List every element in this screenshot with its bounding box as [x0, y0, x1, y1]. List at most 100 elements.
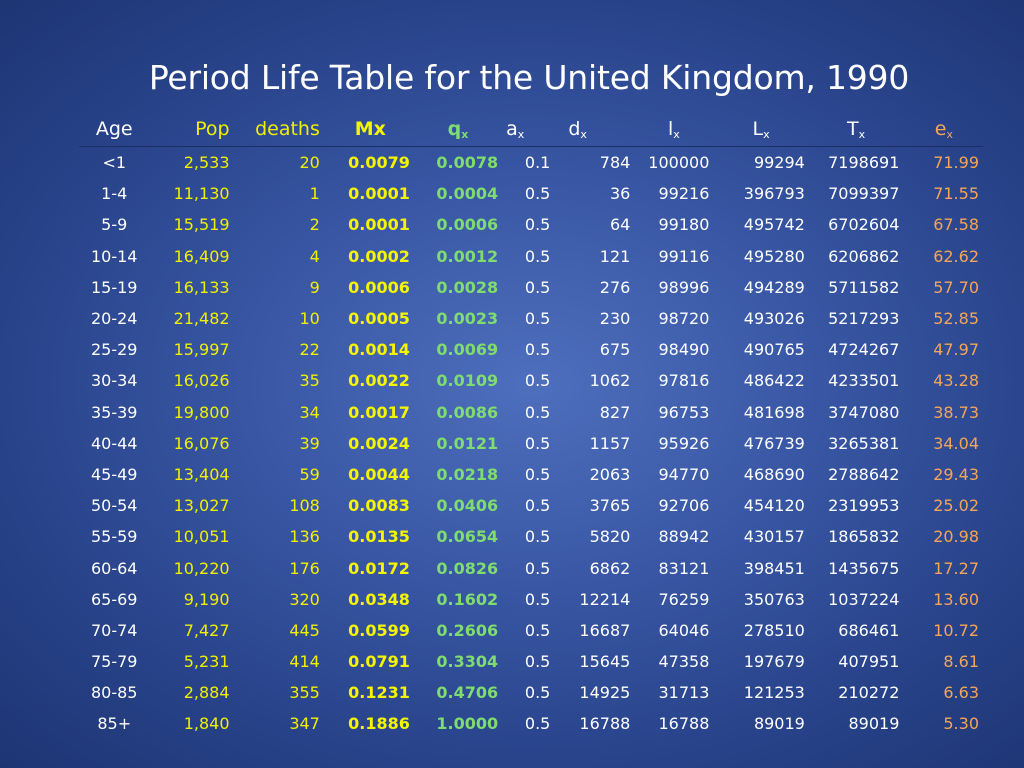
cell-dx: 1062: [589, 371, 631, 391]
cell-Lx-upper: 468690: [743, 464, 805, 484]
table-row: 10-14 16,409 4 0.0002 0.0012 0.5 121 99116 49528…: [79, 241, 983, 272]
cell-ex: 71.99: [933, 153, 979, 173]
header-ax-sub: x: [517, 127, 525, 141]
cell-ax: 0.1: [524, 153, 551, 173]
cell-qx: 0.0028: [436, 277, 499, 297]
cell-age: 60-64: [90, 558, 138, 578]
header-lx: lx: [634, 112, 714, 147]
header-lx-base: l: [667, 117, 674, 140]
slide-title: Period Life Table for the United Kingdom…: [148, 58, 910, 97]
cell-ex: 43.28: [933, 371, 979, 391]
cell-deaths: 10: [299, 309, 320, 329]
cell-deaths: 4: [309, 246, 320, 266]
cell-mx: 0.0005: [348, 309, 410, 329]
cell-ax: 0.5: [524, 714, 551, 734]
cell-Tx: 7099397: [828, 184, 900, 204]
cell-mx: 0.0599: [348, 620, 410, 640]
cell-lx: 98490: [658, 340, 710, 360]
cell-lx: 98996: [658, 277, 710, 297]
table-row: 55-59 10,051 136 0.0135 0.0654 0.5 5820 88942 43…: [79, 521, 983, 552]
header-mx: Mx: [323, 112, 414, 147]
cell-age: 35-39: [90, 402, 138, 422]
cell-qx: 0.2606: [436, 620, 499, 640]
table-row: 40-44 16,076 39 0.0024 0.0121 0.5 1157 95926 476…: [79, 428, 983, 459]
cell-mx: 0.0348: [348, 589, 410, 609]
cell-deaths: 1: [309, 184, 320, 204]
cell-ex: 25.02: [933, 496, 979, 516]
cell-ex: 62.62: [933, 246, 979, 266]
cell-pop: 11,130: [173, 184, 230, 204]
cell-ax: 0.5: [524, 652, 551, 672]
cell-Lx-upper: 396793: [743, 184, 805, 204]
cell-ex: 13.60: [933, 589, 979, 609]
cell-deaths: 59: [299, 464, 320, 484]
cell-pop: 16,026: [173, 371, 230, 391]
cell-Lx-upper: 197679: [743, 652, 805, 672]
cell-age: 1-4: [101, 184, 128, 204]
header-Lx-base: L: [752, 117, 764, 140]
cell-ax: 0.5: [524, 246, 551, 266]
cell-qx: 1.0000: [436, 714, 499, 734]
cell-Tx: 1865832: [828, 527, 900, 547]
cell-age: 45-49: [90, 464, 138, 484]
header-pop: Pop: [149, 112, 234, 147]
cell-deaths: 355: [289, 683, 320, 703]
header-lx-sub: x: [673, 127, 680, 141]
header-qx: qx: [413, 112, 503, 147]
header-dx-base: d: [568, 117, 581, 140]
cell-deaths: 347: [289, 714, 320, 734]
cell-pop: 5,231: [183, 652, 230, 672]
table-row: 50-54 13,027 108 0.0083 0.0406 0.5 3765 92706 45…: [79, 490, 983, 521]
cell-age: 70-74: [90, 620, 138, 640]
cell-pop: 10,051: [173, 527, 230, 547]
cell-deaths: 176: [289, 558, 320, 578]
cell-age: 15-19: [90, 277, 138, 297]
cell-deaths: 35: [299, 371, 320, 391]
cell-ex: 17.27: [933, 558, 979, 578]
cell-dx: 1157: [589, 433, 631, 453]
table-row: 85+ 1,840 347 0.1886 1.0000 0.5 16788 16788 8901…: [79, 708, 983, 739]
cell-deaths: 39: [299, 433, 320, 453]
cell-Lx-upper: 454120: [743, 496, 805, 516]
cell-ex: 6.63: [943, 683, 979, 703]
table-row: 60-64 10,220 176 0.0172 0.0826 0.5 6862 83121 39…: [79, 552, 983, 583]
cell-dx: 5820: [589, 527, 631, 547]
cell-qx: 0.0406: [436, 496, 499, 516]
header-deaths: deaths: [233, 112, 324, 147]
table-row: 75-79 5,231 414 0.0791 0.3304 0.5 15645 47358 19…: [79, 646, 983, 677]
cell-ax: 0.5: [524, 464, 551, 484]
table-row: 15-19 16,133 9 0.0006 0.0028 0.5 276 98996 49428…: [79, 272, 983, 303]
cell-age: 50-54: [90, 496, 138, 516]
cell-Tx: 210272: [838, 683, 900, 703]
cell-mx: 0.0083: [348, 496, 410, 516]
cell-qx: 0.0826: [436, 558, 499, 578]
cell-Lx-upper: 99294: [753, 153, 805, 173]
cell-age: 5-9: [101, 215, 128, 235]
cell-deaths: 9: [309, 277, 320, 297]
cell-dx: 2063: [589, 464, 631, 484]
cell-qx: 0.0004: [436, 184, 499, 204]
cell-Tx: 1037224: [828, 589, 900, 609]
cell-ax: 0.5: [524, 558, 551, 578]
cell-pop: 2,533: [183, 153, 230, 173]
cell-Lx-upper: 278510: [743, 620, 805, 640]
cell-ax: 0.5: [524, 402, 551, 422]
table-row: 30-34 16,026 35 0.0022 0.0109 0.5 1062 97816 486…: [79, 365, 983, 396]
cell-lx: 95926: [658, 433, 710, 453]
cell-deaths: 22: [299, 340, 320, 360]
cell-qx: 0.0078: [436, 153, 499, 173]
cell-age: 85+: [97, 714, 132, 734]
cell-pop: 7,427: [183, 620, 230, 640]
cell-dx: 3765: [589, 496, 631, 516]
cell-lx: 83121: [658, 558, 710, 578]
cell-lx: 99216: [658, 184, 710, 204]
cell-dx: 14925: [579, 683, 631, 703]
cell-mx: 0.0017: [348, 402, 410, 422]
cell-lx: 88942: [658, 527, 710, 547]
cell-mx: 0.0024: [348, 433, 410, 453]
cell-dx: 16687: [579, 620, 631, 640]
cell-dx: 784: [599, 153, 631, 173]
header-qx-base: q: [447, 117, 462, 140]
cell-qx: 0.0109: [436, 371, 499, 391]
cell-ax: 0.5: [524, 184, 551, 204]
